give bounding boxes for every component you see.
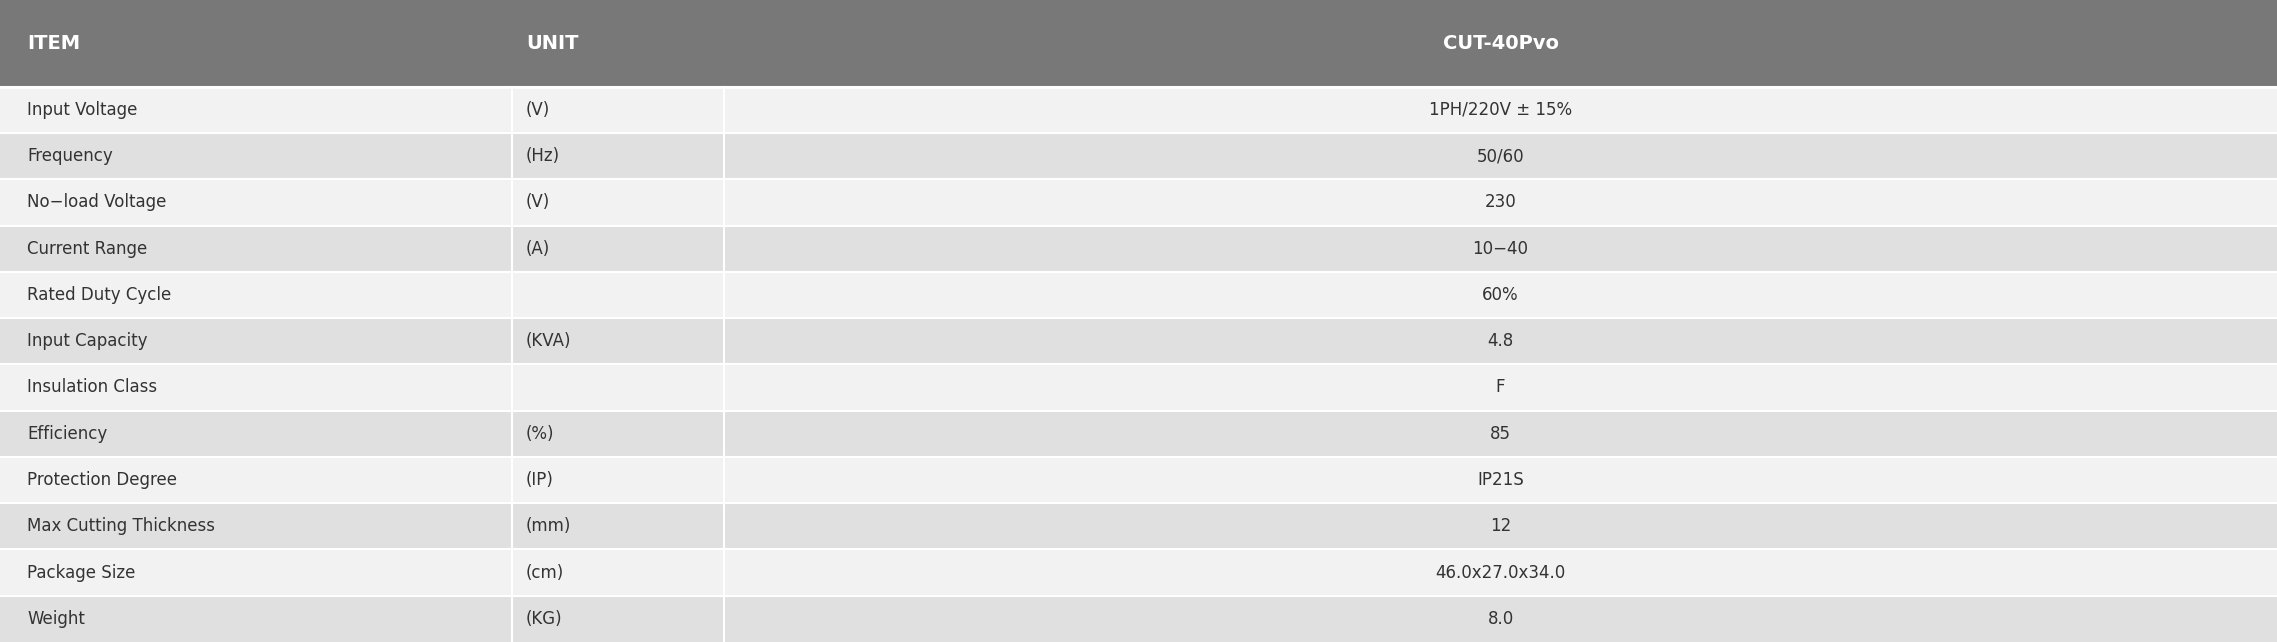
Bar <box>512 457 724 503</box>
Text: Weight: Weight <box>27 610 84 628</box>
Bar <box>724 133 2277 179</box>
Bar <box>0 179 512 225</box>
Text: 4.8: 4.8 <box>1487 332 1514 350</box>
Text: No−load Voltage: No−load Voltage <box>27 193 166 211</box>
Text: (KVA): (KVA) <box>526 332 572 350</box>
Text: Rated Duty Cycle: Rated Duty Cycle <box>27 286 171 304</box>
Bar <box>512 272 724 318</box>
Text: Package Size: Package Size <box>27 564 137 582</box>
Text: (KG): (KG) <box>526 610 562 628</box>
Bar <box>0 318 512 365</box>
Text: (cm): (cm) <box>526 564 565 582</box>
Bar <box>724 318 2277 365</box>
Text: (mm): (mm) <box>526 517 572 535</box>
Text: 10−40: 10−40 <box>1473 239 1528 257</box>
Text: 8.0: 8.0 <box>1487 610 1514 628</box>
Bar <box>512 318 724 365</box>
Text: Input Voltage: Input Voltage <box>27 101 137 119</box>
Bar <box>512 225 724 272</box>
Bar <box>512 0 724 87</box>
Bar <box>724 87 2277 133</box>
Bar <box>0 503 512 550</box>
Text: Max Cutting Thickness: Max Cutting Thickness <box>27 517 216 535</box>
Bar <box>512 179 724 225</box>
Bar <box>0 411 512 457</box>
Bar <box>0 596 512 642</box>
Bar <box>512 87 724 133</box>
Bar <box>724 457 2277 503</box>
Bar <box>0 550 512 596</box>
Text: Input Capacity: Input Capacity <box>27 332 148 350</box>
Bar <box>0 0 512 87</box>
Bar <box>512 133 724 179</box>
Text: CUT-40Pvo: CUT-40Pvo <box>1444 34 1557 53</box>
Text: ITEM: ITEM <box>27 34 80 53</box>
Bar <box>724 0 2277 87</box>
Bar <box>0 225 512 272</box>
Text: 50/60: 50/60 <box>1478 147 1523 165</box>
Bar <box>724 550 2277 596</box>
Text: 60%: 60% <box>1482 286 1519 304</box>
Bar <box>512 503 724 550</box>
Bar <box>724 596 2277 642</box>
Bar <box>512 596 724 642</box>
Text: Efficiency: Efficiency <box>27 425 107 443</box>
Bar <box>724 179 2277 225</box>
Text: 46.0x27.0x34.0: 46.0x27.0x34.0 <box>1435 564 1567 582</box>
Bar <box>512 411 724 457</box>
Text: 12: 12 <box>1489 517 1512 535</box>
Bar <box>512 550 724 596</box>
Bar <box>724 411 2277 457</box>
Text: (V): (V) <box>526 101 551 119</box>
Bar <box>0 133 512 179</box>
Bar <box>724 503 2277 550</box>
Text: 230: 230 <box>1485 193 1516 211</box>
Text: 85: 85 <box>1489 425 1512 443</box>
Text: Protection Degree: Protection Degree <box>27 471 178 489</box>
Text: (Hz): (Hz) <box>526 147 560 165</box>
Text: (IP): (IP) <box>526 471 553 489</box>
Bar <box>0 457 512 503</box>
Text: (A): (A) <box>526 239 551 257</box>
Text: 1PH/220V ± 15%: 1PH/220V ± 15% <box>1430 101 1571 119</box>
Bar <box>724 225 2277 272</box>
Text: UNIT: UNIT <box>526 34 578 53</box>
Text: Current Range: Current Range <box>27 239 148 257</box>
Text: IP21S: IP21S <box>1478 471 1523 489</box>
Bar <box>724 272 2277 318</box>
Text: Frequency: Frequency <box>27 147 114 165</box>
Bar <box>724 364 2277 411</box>
Bar <box>512 364 724 411</box>
Bar <box>0 364 512 411</box>
Text: (%): (%) <box>526 425 556 443</box>
Text: (V): (V) <box>526 193 551 211</box>
Bar <box>0 87 512 133</box>
Text: F: F <box>1496 379 1505 397</box>
Bar <box>0 272 512 318</box>
Text: Insulation Class: Insulation Class <box>27 379 157 397</box>
